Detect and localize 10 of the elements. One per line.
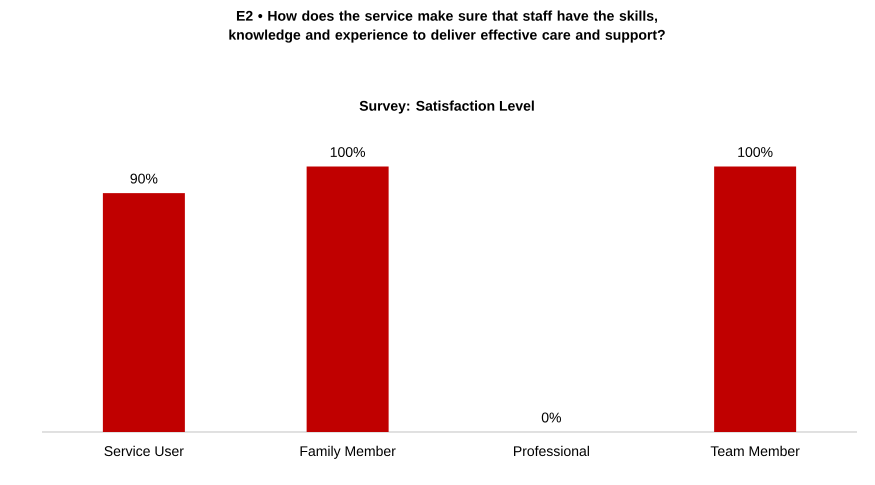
- x-tick-label: Professional: [514, 446, 589, 456]
- data-label: 100%: [738, 147, 773, 158]
- data-label: 90%: [130, 174, 158, 184]
- data-label: 0%: [542, 412, 561, 422]
- x-tick-label: Service User: [104, 446, 184, 456]
- x-tick-label: Family Member: [300, 446, 396, 459]
- chart-subtitle: Survey: Satisfaction Level: [360, 100, 534, 114]
- chart-title: E2 • How does the service make sure that staff have the skills, knowledge and experience to deliver effective care and support?: [229, 10, 665, 43]
- x-tick-label: Team Member: [710, 446, 800, 456]
- data-label: 100%: [330, 147, 366, 158]
